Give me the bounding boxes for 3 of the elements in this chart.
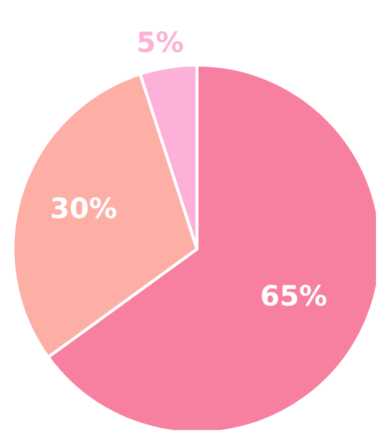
data-label: 30% [50,192,118,226]
data-label: 65% [260,279,328,312]
data-label: 5% [136,26,184,60]
